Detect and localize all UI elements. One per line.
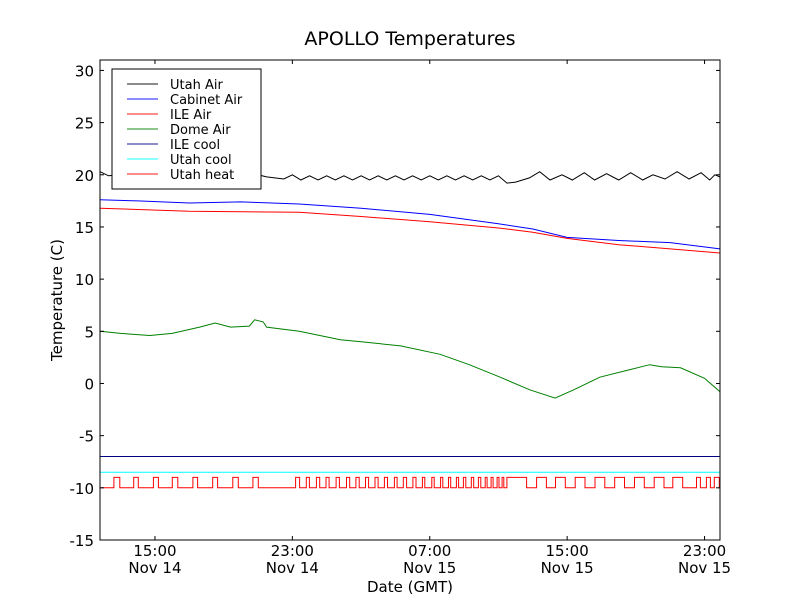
legend-label: ILE Air <box>170 108 212 123</box>
y-tick-label: 5 <box>84 323 94 341</box>
plot-lines <box>99 171 721 489</box>
series-line-cabinet-air <box>99 199 721 250</box>
x-tick-label-date: Nov 14 <box>266 559 319 577</box>
x-tick-label-time: 23:00 <box>271 542 314 560</box>
x-tick-label-date: Nov 15 <box>678 559 731 577</box>
x-tick-label-time: 07:00 <box>408 542 451 560</box>
y-tick-label: 10 <box>75 271 94 289</box>
x-tick-label-date: Nov 14 <box>128 559 181 577</box>
y-tick-label: 25 <box>75 115 94 133</box>
y-tick-label: -5 <box>79 428 94 446</box>
series-line-ile-air <box>99 207 721 254</box>
legend-label: Utah Air <box>170 78 223 93</box>
y-tick-label: -15 <box>70 532 95 550</box>
plot-frame <box>99 59 721 541</box>
series-line-dome-air <box>99 319 721 399</box>
y-axis-label: Temperature (C) <box>48 239 66 362</box>
y-tick-label: 0 <box>84 375 94 393</box>
x-tick-label-date: Nov 15 <box>541 559 594 577</box>
legend-label: ILE cool <box>170 138 220 153</box>
y-tick-label: -10 <box>70 480 95 498</box>
x-tick-label-time: 23:00 <box>683 542 726 560</box>
legend-label: Dome Air <box>170 123 231 138</box>
x-tick-label-time: 15:00 <box>546 542 589 560</box>
y-tick-label: 30 <box>75 62 94 80</box>
legend-label: Utah cool <box>170 153 232 168</box>
legend-label: Utah heat <box>170 168 234 183</box>
x-tick-label-time: 15:00 <box>133 542 176 560</box>
x-tick-label-date: Nov 15 <box>403 559 456 577</box>
chart-title: APOLLO Temperatures <box>304 28 515 50</box>
legend-label: Cabinet Air <box>170 93 243 108</box>
series-line-utah-heat <box>100 476 720 489</box>
y-tick-label: 15 <box>75 219 94 237</box>
y-tick-label: 20 <box>75 167 94 185</box>
x-axis-label: Date (GMT) <box>367 578 453 596</box>
